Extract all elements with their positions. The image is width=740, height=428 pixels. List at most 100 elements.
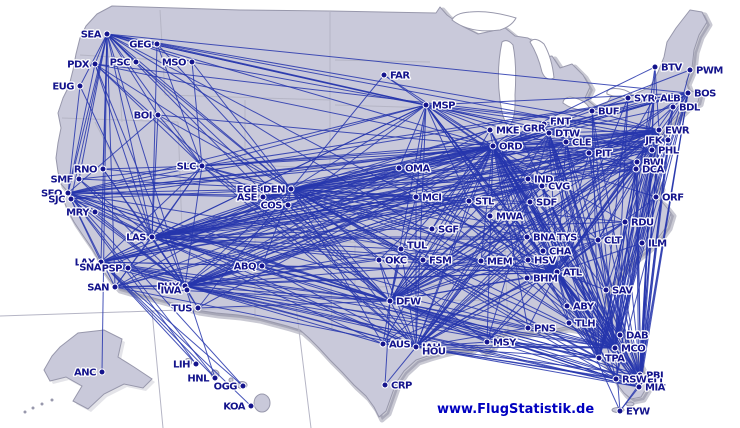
route-line-BOI-ORD xyxy=(157,114,494,147)
route-line-TUS-DEN xyxy=(197,188,292,309)
airport-dot-SNA xyxy=(103,263,111,271)
airport-dot-SEA xyxy=(103,30,111,38)
route-line-SJC-DFW xyxy=(70,198,391,302)
airport-label-LIH: LIH xyxy=(173,360,190,371)
airport-label-BHM: BHM xyxy=(533,274,558,285)
airport-label-DAB: DAB xyxy=(626,331,648,342)
route-line-DFW-MKE xyxy=(389,129,491,302)
airport-dot-SLC xyxy=(198,162,206,170)
route-line-SLC-DEN xyxy=(201,165,292,190)
airport-dot-COS xyxy=(284,201,292,209)
route-line-ORD-TLH xyxy=(492,145,570,324)
route-line-IAH-MIA xyxy=(415,346,640,388)
route-line-DFW-DTW xyxy=(389,132,550,302)
route-line-DFW-BOS xyxy=(389,92,689,302)
route-line-IAH-IND xyxy=(415,178,529,348)
airport-label-MSY: MSY xyxy=(493,338,517,349)
route-line-SFO-DEN xyxy=(67,188,292,194)
route-line-SEA-BOI xyxy=(106,33,159,116)
airport-label-SAV: SAV xyxy=(612,286,633,297)
route-line-DCA-MIA xyxy=(635,168,640,388)
lake-superior xyxy=(451,11,517,32)
route-line-ABQ-ORD xyxy=(261,145,494,267)
route-line-MSP-ORD xyxy=(425,104,494,147)
route-line-SFO-SAN xyxy=(67,192,116,288)
route-line-BTV-MCO xyxy=(614,66,656,349)
route-line-LAS-AUS xyxy=(151,236,384,345)
route-line-SEA-MCO xyxy=(106,33,616,349)
route-line-BOS-PBI xyxy=(639,92,689,376)
airport-dot-PIT xyxy=(585,149,593,157)
route-line-BOS-TPA xyxy=(598,92,689,359)
route-line-SLC-MSP xyxy=(201,104,427,167)
airport-label-SAN: SAN xyxy=(87,283,109,294)
route-line-DFW-FLL xyxy=(389,300,642,383)
route-line-COS-ORD xyxy=(287,145,494,206)
airport-label-BUF: BUF xyxy=(598,107,619,118)
route-line-OKC-ORD xyxy=(378,145,494,261)
route-line-ABQ-DEN xyxy=(261,188,292,267)
airport-label-TPA: TPA xyxy=(605,354,625,365)
route-line-LAX-KOA xyxy=(100,261,252,407)
airport-dot-RSW xyxy=(612,375,620,383)
airport-dot-SAN xyxy=(111,283,119,291)
route-line-PHX-SLC xyxy=(184,165,203,287)
route-line-ORD-BOS xyxy=(492,92,689,147)
route-line-PDX-DEN xyxy=(94,63,292,190)
airport-label-GEG: GEG xyxy=(129,40,151,51)
airport-dot-SFO xyxy=(64,189,72,197)
airport-label-FSM: FSM xyxy=(429,256,452,267)
route-line-PWM-MCO xyxy=(614,69,691,349)
airport-dot-AUS xyxy=(379,340,387,348)
route-line-IAH-DTW xyxy=(415,132,550,348)
airport-dot-ABY xyxy=(563,302,571,310)
airport-dot-MWA xyxy=(486,212,494,220)
airport-dot-TPA xyxy=(595,354,603,362)
route-line-GEG-LAS xyxy=(151,43,158,238)
airport-label-TLH: TLH xyxy=(575,319,595,330)
route-line-MSP-MKE xyxy=(425,104,491,131)
route-line-DEN-FLL xyxy=(290,188,642,383)
route-line-DFW-IAH xyxy=(389,300,417,348)
airport-dot-DCA xyxy=(632,165,640,173)
route-line-DEN-FAR xyxy=(290,74,385,190)
route-line-MIA-EYW xyxy=(619,386,640,412)
airport-label-COS: COS xyxy=(260,201,282,212)
route-line-MSO-MSP xyxy=(191,61,427,106)
route-line-CVG-FLL xyxy=(541,185,642,383)
airport-dot-CLE xyxy=(562,138,570,146)
airport-dot-ALB xyxy=(650,94,658,102)
route-line-BHM-ATL xyxy=(526,271,558,279)
watermark-link[interactable]: www.FlugStatistik.de xyxy=(436,401,595,418)
route-line-PHX-TUL xyxy=(184,248,402,287)
airport-label-RDU: RDU xyxy=(631,218,654,229)
route-line-MSP-DFW xyxy=(389,104,427,302)
airport-dot-ILM xyxy=(638,239,646,247)
airport-dot-PDX xyxy=(91,60,99,68)
airport-dot-FSM xyxy=(419,256,427,264)
airport-label-PSP: PSP xyxy=(102,264,123,275)
airport-label-AUS: AUS xyxy=(389,340,411,351)
airport-label-IWA: IWA xyxy=(160,286,181,297)
route-line-EGE-DFW xyxy=(262,188,391,302)
kauai-island xyxy=(184,358,192,366)
airport-label-CRP: CRP xyxy=(391,381,412,392)
route-line-MCI-ORD xyxy=(415,145,494,198)
airport-dot-HNL xyxy=(211,374,219,382)
airport-label-LAS: LAS xyxy=(126,233,146,244)
airport-label-ALB: ALB xyxy=(660,94,680,105)
route-line-TUL-DFW xyxy=(389,248,402,302)
route-line-SJC-DEN xyxy=(70,188,292,200)
airport-dot-EYW xyxy=(616,407,624,415)
route-line-SMF-SLC xyxy=(78,165,203,180)
route-line-ABQ-IAH xyxy=(261,265,417,348)
route-line-BOS-RSW xyxy=(615,92,689,380)
route-line-MEM-MCO xyxy=(480,260,616,349)
route-line-LAS-TUS xyxy=(151,236,199,309)
route-line-ATL-SYR xyxy=(556,97,629,273)
airport-label-HSV: HSV xyxy=(534,256,557,267)
airport-dot-OKC xyxy=(375,256,383,264)
aleutian-island xyxy=(40,402,44,406)
route-line-MSP-EWR xyxy=(425,104,660,131)
route-line-BUF-TPA xyxy=(591,110,600,359)
